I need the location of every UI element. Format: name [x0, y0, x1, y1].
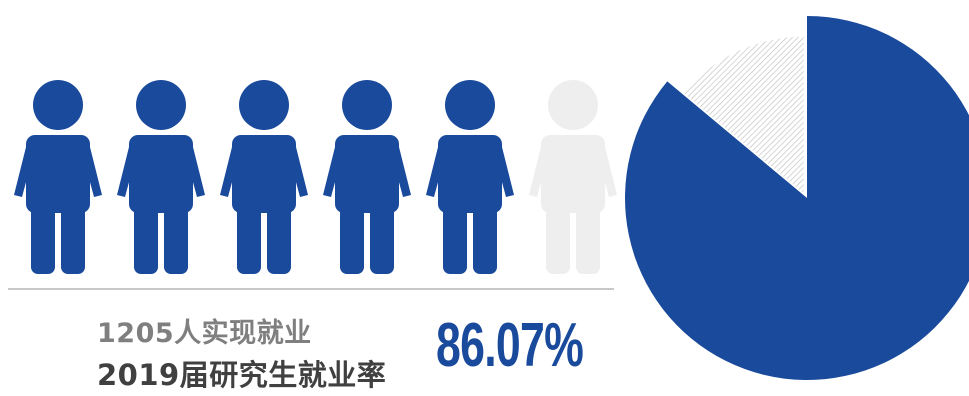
pie-slice-remaining — [683, 36, 804, 194]
employed-count-label: 1205人实现就业 — [97, 318, 312, 349]
person-icon-unemployed — [529, 80, 617, 274]
divider-line — [8, 288, 614, 290]
person-icon-employed — [426, 80, 514, 274]
pie-slice-employed — [625, 16, 969, 380]
person-icon-row — [14, 80, 617, 274]
person-icon-employed — [220, 80, 308, 274]
employment-rate-wrapper: 86.07% — [436, 296, 584, 396]
person-icon-employed — [323, 80, 411, 274]
employment-rate-title: 2019届研究生就业率 — [97, 358, 387, 392]
employment-pie-chart — [625, 16, 969, 380]
person-icon-employed — [14, 80, 102, 274]
person-icon-employed — [117, 80, 205, 274]
employment-rate-value: 86.07% — [436, 311, 584, 380]
